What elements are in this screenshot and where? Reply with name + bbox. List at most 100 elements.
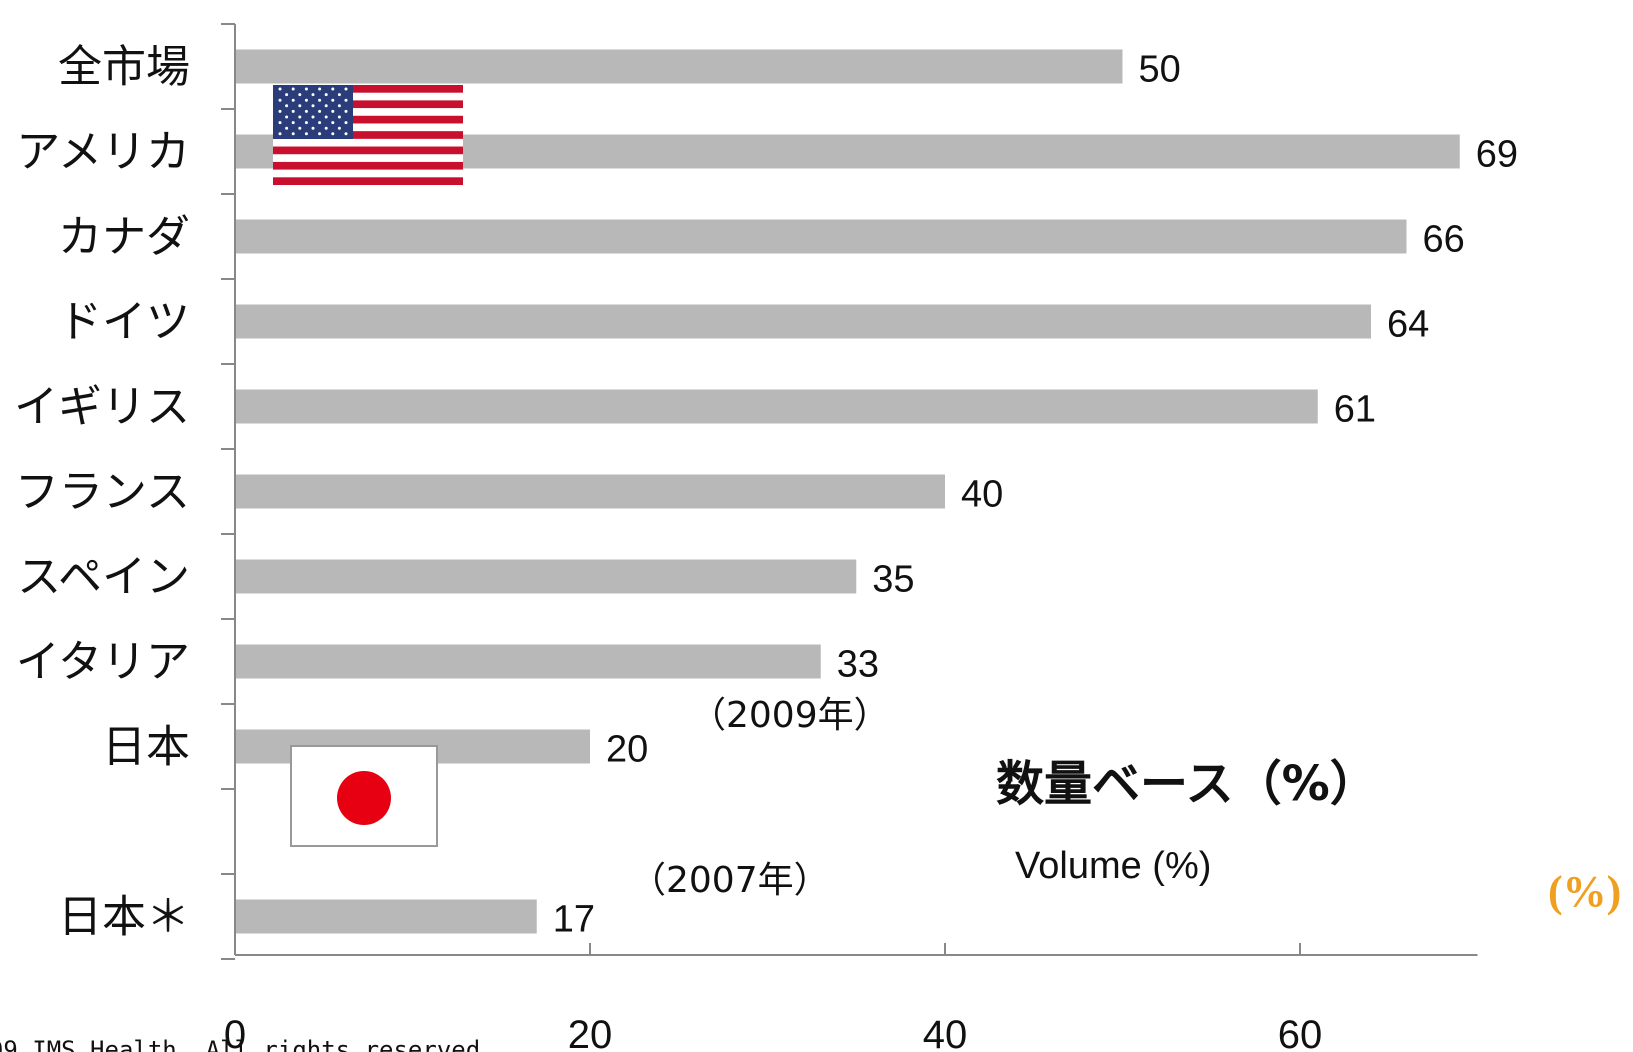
value-label: 69 [1476, 134, 1518, 176]
value-label: 40 [961, 474, 1003, 516]
flag-star [304, 98, 308, 102]
japan-flag-icon [290, 745, 438, 847]
flag-star [311, 115, 315, 119]
flag-star [291, 132, 295, 136]
bar [235, 389, 1318, 424]
value-label: 20 [606, 729, 648, 771]
flag-star [298, 104, 302, 108]
category-label: アメリカ [16, 127, 190, 178]
flag-star [278, 132, 282, 136]
flag-star [344, 121, 348, 125]
flag-star [324, 93, 328, 97]
flag-star [331, 132, 335, 136]
category-label: イギリス [14, 382, 190, 433]
flag-stripe [273, 100, 463, 109]
flag-stripe [273, 146, 463, 155]
flag-star [278, 87, 282, 91]
legend-title: 数量ベース（%） [996, 756, 1378, 812]
flag-star [324, 115, 328, 119]
year-2007-note: （2007年） [630, 860, 830, 901]
axis-layer: 0 20 40 60 [221, 23, 1478, 1052]
value-label: 64 [1387, 304, 1429, 346]
flag-star [337, 115, 341, 119]
flag-star [337, 104, 341, 108]
bar [235, 49, 1123, 84]
value-labels: 50 69 66 64 61 40 35 33 20 17 [553, 49, 1518, 941]
flag-star [304, 87, 308, 91]
flag-star [291, 87, 295, 91]
bar [235, 474, 945, 509]
flag-star [285, 104, 289, 108]
value-label: 33 [837, 644, 879, 686]
category-label: 日本 [102, 722, 190, 773]
flag-star [311, 93, 315, 97]
bar [235, 644, 821, 679]
category-label: フランス [15, 467, 190, 518]
flag-star [311, 126, 315, 130]
flag-star [331, 98, 335, 102]
flag-star [344, 132, 348, 136]
category-label: スペイン [17, 552, 190, 603]
flag-star [311, 104, 315, 108]
flag-star [344, 87, 348, 91]
flag-star [278, 98, 282, 102]
category-label: 日本＊ [58, 892, 190, 943]
flag-star [291, 109, 295, 113]
flag-star [298, 126, 302, 130]
value-label: 17 [553, 899, 595, 941]
flag-star [344, 98, 348, 102]
flag-star [304, 109, 308, 113]
bar [235, 559, 857, 594]
flag-star [304, 132, 308, 136]
flag-star [291, 98, 295, 102]
flag-star [318, 121, 322, 125]
flag-star [337, 93, 341, 97]
flag-star [304, 121, 308, 125]
flag-star [331, 109, 335, 113]
flag-stripe [273, 177, 463, 185]
flag-stripe [273, 115, 463, 124]
flag-star [318, 132, 322, 136]
flag-star [278, 121, 282, 125]
x-tick-label: 40 [923, 1013, 968, 1052]
x-tick-label: 60 [1278, 1013, 1323, 1052]
year-2009-note: （2009年） [690, 695, 890, 736]
unit-label: (%) [1548, 867, 1621, 916]
flag-star [344, 109, 348, 113]
category-label: カナダ [58, 212, 190, 263]
flag-stripe [273, 161, 463, 170]
flag-star [318, 87, 322, 91]
category-label: ドイツ [58, 297, 190, 348]
x-tick-label: 20 [568, 1013, 613, 1052]
flag-stripe [273, 131, 463, 139]
flag-star [278, 109, 282, 113]
flag-stripe [273, 85, 463, 93]
category-label: 全市場 [58, 42, 190, 93]
bar [235, 304, 1371, 339]
flag-star [318, 109, 322, 113]
value-label: 50 [1139, 49, 1181, 91]
flag-star [324, 104, 328, 108]
flag-star [285, 115, 289, 119]
category-label: イタリア [16, 637, 190, 688]
flag-star [285, 126, 289, 130]
x-tick-label: 0 [224, 1013, 246, 1052]
value-label: 35 [872, 559, 914, 601]
copyright-text: 2009 IMS Health. All rights reserved. [0, 1036, 495, 1052]
flag-star [331, 87, 335, 91]
value-label: 66 [1423, 219, 1465, 261]
flag-star [298, 115, 302, 119]
value-label: 61 [1334, 389, 1376, 431]
flag-star [331, 121, 335, 125]
bar [235, 899, 537, 934]
flag-star [285, 93, 289, 97]
flag-star [291, 121, 295, 125]
flag-star [298, 93, 302, 97]
legend-subtitle: Volume (%) [1015, 845, 1211, 887]
us-flag-icon [273, 85, 463, 185]
flag-star [337, 126, 341, 130]
flag-star [324, 126, 328, 130]
flag-star [318, 98, 322, 102]
